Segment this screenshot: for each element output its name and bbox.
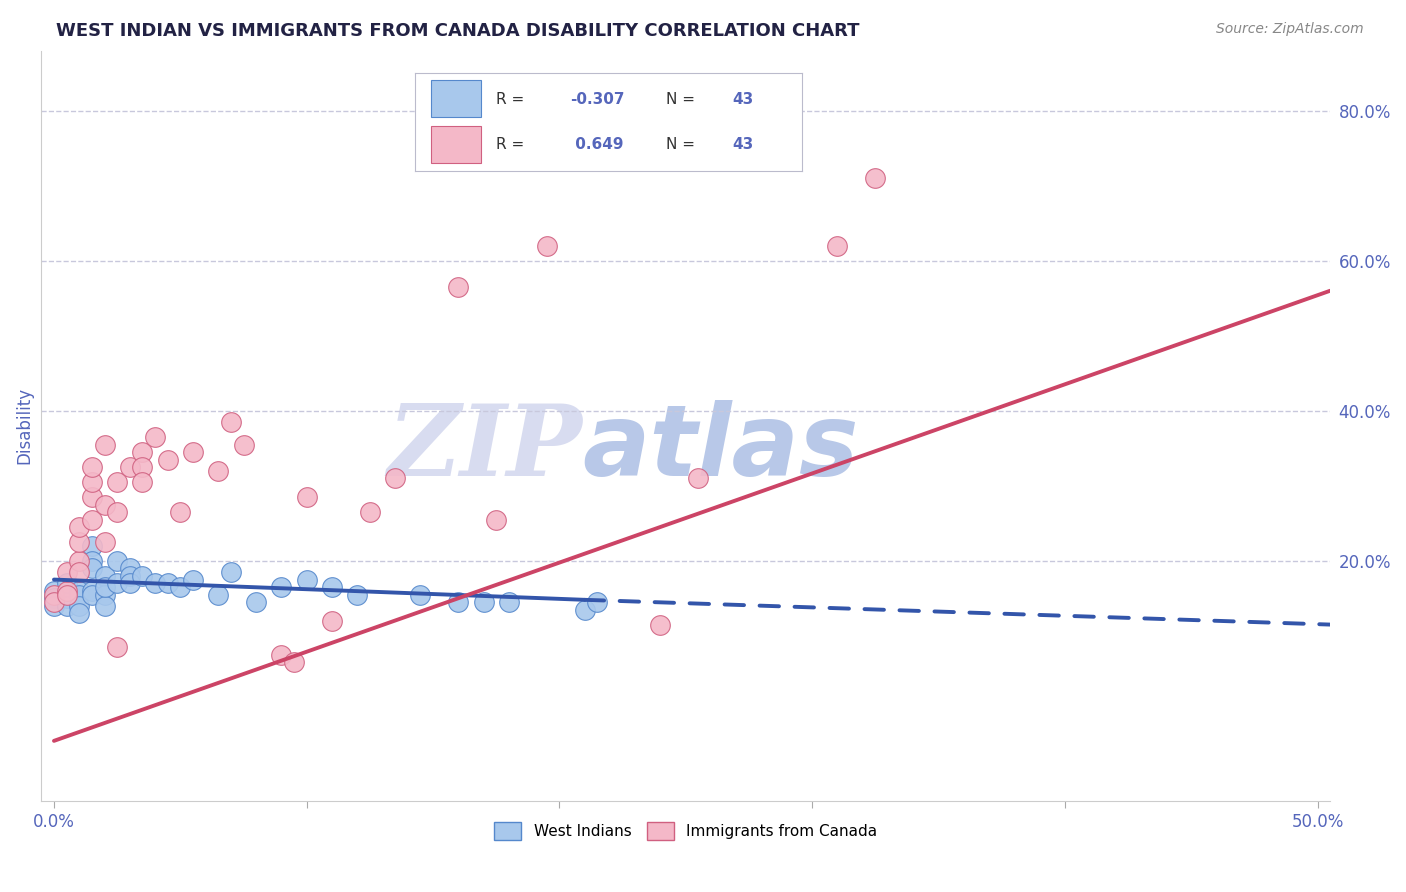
- Point: [55, 599, 77, 613]
- Point: [93, 580, 115, 594]
- Point: [321, 580, 343, 594]
- Point: [80, 583, 103, 598]
- Point: [118, 561, 141, 575]
- Point: [118, 576, 141, 591]
- Point: [865, 171, 887, 186]
- Point: [131, 475, 153, 489]
- Point: [105, 475, 128, 489]
- Point: [359, 505, 381, 519]
- Point: [409, 588, 432, 602]
- Point: [80, 512, 103, 526]
- Point: [67, 554, 90, 568]
- Point: [472, 595, 495, 609]
- Point: [232, 437, 254, 451]
- Y-axis label: Disability: Disability: [15, 387, 32, 465]
- Point: [169, 505, 191, 519]
- Point: [67, 607, 90, 621]
- Point: [67, 565, 90, 579]
- Point: [156, 452, 179, 467]
- Point: [67, 583, 90, 598]
- Point: [118, 460, 141, 475]
- Point: [219, 565, 242, 579]
- Point: [245, 595, 267, 609]
- Point: [105, 505, 128, 519]
- Point: [42, 591, 65, 606]
- Point: [295, 490, 318, 504]
- Point: [169, 580, 191, 594]
- Point: [80, 554, 103, 568]
- Legend: West Indians, Immigrants from Canada: West Indians, Immigrants from Canada: [488, 816, 883, 846]
- Point: [131, 445, 153, 459]
- Point: [283, 655, 305, 669]
- Point: [42, 588, 65, 602]
- Point: [118, 569, 141, 583]
- Point: [42, 595, 65, 609]
- Point: [207, 588, 229, 602]
- Point: [181, 573, 204, 587]
- Point: [207, 464, 229, 478]
- Point: [270, 648, 292, 662]
- Point: [143, 430, 166, 444]
- Point: [447, 595, 470, 609]
- Point: [80, 561, 103, 575]
- Point: [67, 588, 90, 602]
- Point: [80, 490, 103, 504]
- Point: [447, 280, 470, 294]
- Point: [67, 520, 90, 534]
- Point: [80, 539, 103, 553]
- Point: [93, 599, 115, 613]
- Point: [93, 437, 115, 451]
- Point: [321, 614, 343, 628]
- Point: [80, 588, 103, 602]
- Point: [586, 595, 609, 609]
- Point: [574, 602, 596, 616]
- Point: [80, 460, 103, 475]
- Point: [181, 445, 204, 459]
- Point: [55, 588, 77, 602]
- Point: [55, 576, 77, 591]
- Point: [131, 460, 153, 475]
- Point: [80, 475, 103, 489]
- Point: [55, 591, 77, 606]
- Point: [131, 569, 153, 583]
- Point: [93, 588, 115, 602]
- Point: [105, 640, 128, 654]
- Point: [93, 569, 115, 583]
- Point: [650, 617, 672, 632]
- Point: [688, 471, 710, 485]
- Point: [93, 535, 115, 549]
- Text: atlas: atlas: [582, 400, 859, 497]
- Point: [827, 238, 849, 252]
- Point: [219, 415, 242, 429]
- Point: [93, 498, 115, 512]
- Point: [105, 554, 128, 568]
- Point: [55, 583, 77, 598]
- Point: [384, 471, 406, 485]
- Text: Source: ZipAtlas.com: Source: ZipAtlas.com: [1216, 22, 1364, 37]
- Point: [536, 238, 558, 252]
- Point: [55, 565, 77, 579]
- Point: [346, 588, 368, 602]
- Point: [295, 573, 318, 587]
- Point: [42, 599, 65, 613]
- Point: [55, 583, 77, 598]
- Text: ZIP: ZIP: [388, 400, 582, 497]
- Point: [42, 583, 65, 598]
- Point: [105, 576, 128, 591]
- Text: WEST INDIAN VS IMMIGRANTS FROM CANADA DISABILITY CORRELATION CHART: WEST INDIAN VS IMMIGRANTS FROM CANADA DI…: [56, 22, 859, 40]
- Point: [67, 599, 90, 613]
- Point: [485, 512, 508, 526]
- Point: [67, 535, 90, 549]
- Point: [143, 576, 166, 591]
- Point: [270, 580, 292, 594]
- Point: [156, 576, 179, 591]
- Point: [498, 595, 520, 609]
